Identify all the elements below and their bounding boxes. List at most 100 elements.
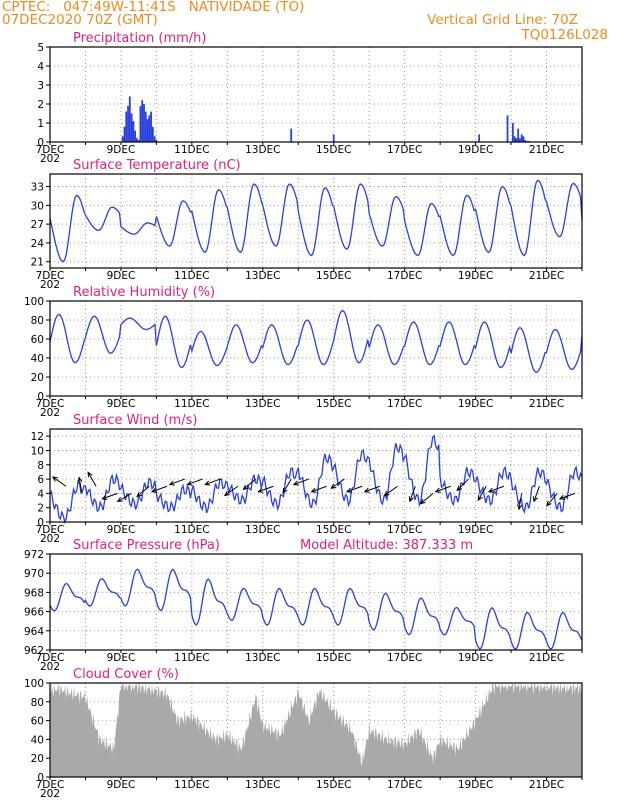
wind-arrow bbox=[282, 478, 292, 494]
wind-arrow bbox=[409, 486, 416, 502]
cloud-xtick-label: 21DEC bbox=[529, 779, 564, 791]
wind-ytick-label: 12 bbox=[31, 431, 44, 443]
wind-ytick-label: 6 bbox=[37, 474, 44, 486]
wind-arrow bbox=[243, 478, 257, 490]
precip-bar bbox=[121, 136, 124, 142]
precip-bar bbox=[130, 113, 133, 142]
wind-arrow-head bbox=[136, 491, 143, 498]
rh-ytick-label: 20 bbox=[31, 372, 44, 384]
precip-bar bbox=[290, 128, 293, 142]
wind-arrow bbox=[546, 493, 558, 506]
wind-xtick-label: 21DEC bbox=[529, 524, 564, 536]
wind-arrow bbox=[224, 485, 239, 496]
wind-arrow-head bbox=[419, 498, 426, 505]
precip-bar bbox=[125, 111, 128, 142]
precip-bar bbox=[153, 136, 156, 142]
wind-arrow bbox=[518, 493, 523, 510]
pres-ytick-label: 968 bbox=[24, 587, 44, 599]
precip-xtick-label: 21DEC bbox=[529, 144, 564, 156]
wind-xtick-label: 11DEC bbox=[174, 524, 209, 536]
wind-arrow-head bbox=[204, 480, 211, 486]
temp-line bbox=[49, 179, 583, 263]
cloud-xtick-label: 7DEC bbox=[36, 779, 65, 791]
temp-xtick-label: 11DEC bbox=[174, 270, 209, 282]
cloud-xtick-label: 11DEC bbox=[174, 779, 209, 791]
rh-year-label: 202 bbox=[40, 407, 60, 419]
cloud-xtick-label: 19DEC bbox=[458, 779, 493, 791]
precip-bar bbox=[506, 115, 509, 142]
wind-xtick-label: 15DEC bbox=[316, 524, 351, 536]
rh-ytick-label: 100 bbox=[24, 296, 44, 308]
temp-ytick-label: 21 bbox=[31, 257, 44, 269]
cloud-year-label: 202 bbox=[40, 788, 60, 800]
pres-frame bbox=[49, 553, 583, 651]
precip-bar bbox=[151, 126, 154, 142]
pres-year-label: 202 bbox=[40, 661, 60, 673]
wind-arrow-head bbox=[434, 487, 441, 493]
precip-bar bbox=[127, 105, 129, 142]
wind-arrow bbox=[52, 476, 67, 487]
precip-bar bbox=[141, 100, 144, 142]
wind-ytick-label: 10 bbox=[31, 445, 44, 457]
wind-arrow-head bbox=[477, 495, 483, 502]
temp-xtick-label: 21DEC bbox=[529, 270, 564, 282]
wind-arrow-head bbox=[330, 483, 337, 489]
cloud-title: Cloud Cover (%) bbox=[73, 667, 179, 682]
precip-ytick-label: 1 bbox=[37, 118, 44, 130]
cloud-ytick-label: 60 bbox=[31, 716, 44, 728]
precip-bar bbox=[144, 111, 147, 142]
wind-xtick-label: 9DEC bbox=[107, 524, 136, 536]
temp-xtick-label: 13DEC bbox=[245, 270, 280, 282]
pres-ytick-label: 964 bbox=[24, 626, 44, 638]
pres-ytick-label: 972 bbox=[24, 549, 44, 561]
wind-line bbox=[49, 434, 583, 525]
wind-arrow-head bbox=[345, 487, 353, 493]
precip-bar bbox=[517, 128, 520, 142]
temp-title: Surface Temperature (nC) bbox=[73, 158, 241, 173]
wind-arrow-head bbox=[558, 494, 565, 500]
wind-arrow-head bbox=[383, 490, 390, 497]
wind-arrow-head bbox=[292, 480, 299, 486]
cloud-ytick-label: 80 bbox=[31, 697, 44, 709]
wind-arrow bbox=[420, 493, 434, 505]
precip-bar bbox=[132, 121, 135, 142]
precip-bar bbox=[332, 134, 335, 142]
precip-bar bbox=[135, 138, 138, 142]
precip-xtick-label: 19DEC bbox=[458, 144, 493, 156]
rh-xtick-label: 19DEC bbox=[458, 398, 493, 410]
wind-arrow-head bbox=[186, 480, 193, 486]
wind-frame bbox=[49, 428, 583, 523]
wind-arrow bbox=[559, 492, 576, 500]
wind-arrow-head bbox=[77, 476, 83, 483]
wind-arrow-head bbox=[517, 504, 523, 511]
precip-ytick-label: 0 bbox=[37, 137, 44, 149]
pres-xtick-label: 11DEC bbox=[174, 652, 209, 664]
wind-year-label: 202 bbox=[40, 533, 60, 545]
precip-bar bbox=[143, 104, 145, 142]
pres-subtitle: Model Altitude: 387.333 m bbox=[300, 538, 473, 553]
wind-arrow bbox=[117, 492, 132, 502]
pres-xtick-label: 7DEC bbox=[36, 652, 65, 664]
rh-ytick-label: 40 bbox=[31, 353, 44, 365]
wind-arrow bbox=[488, 485, 505, 493]
precip-bar bbox=[478, 134, 481, 142]
header-model-code: TQ0126L028 bbox=[521, 27, 608, 43]
wind-arrow-head bbox=[51, 476, 58, 482]
wind-arrow-head bbox=[363, 487, 370, 493]
temp-xtick-label: 17DEC bbox=[387, 270, 422, 282]
wind-arrow-head bbox=[257, 487, 264, 493]
rh-xtick-label: 17DEC bbox=[387, 398, 422, 410]
pres-line bbox=[49, 568, 583, 650]
temp-year-label: 202 bbox=[40, 279, 60, 291]
precip-ytick-label: 5 bbox=[37, 42, 44, 54]
precip-bar bbox=[123, 126, 126, 142]
precip-bar bbox=[146, 119, 149, 142]
pres-ytick-label: 966 bbox=[24, 607, 44, 619]
wind-arrow-head bbox=[310, 487, 317, 493]
wind-arrow-head bbox=[282, 487, 288, 494]
precip-bar bbox=[139, 105, 142, 142]
wind-arrow-head bbox=[223, 490, 230, 497]
cloud-frame bbox=[49, 682, 583, 778]
temp-xtick-label: 7DEC bbox=[36, 270, 65, 282]
temp-xtick-label: 9DEC bbox=[107, 270, 136, 282]
